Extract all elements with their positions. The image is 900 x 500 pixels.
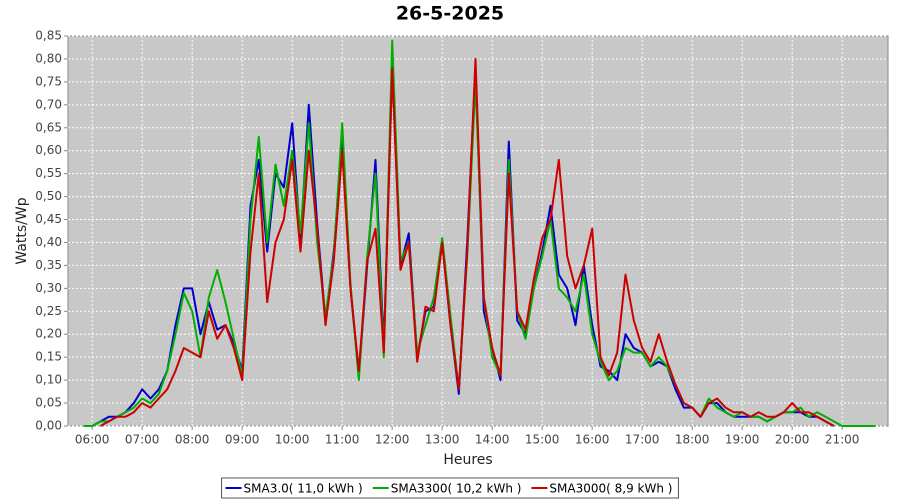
x-tick-label: 13:00 [425, 433, 460, 447]
x-tick-label: 06:00 [75, 433, 110, 447]
y-tick-label: 0,40 [35, 235, 62, 249]
y-tick-label: 0,25 [35, 304, 62, 318]
x-tick-label: 16:00 [575, 433, 610, 447]
x-tick-label: 21:00 [825, 433, 860, 447]
y-tick-label: 0,30 [35, 281, 62, 295]
lines [83, 39, 876, 427]
x-tick-label: 14:00 [475, 433, 510, 447]
chart-title: 26-5-2025 [396, 3, 504, 25]
y-tick-label: 0,55 [35, 166, 62, 180]
x-tick-label: 09:00 [225, 433, 260, 447]
x-tick-label: 19:00 [725, 433, 760, 447]
legend: SMA3.0( 11,0 kWh ) SMA3300( 10,2 kWh ) SMA… [221, 477, 679, 499]
legend-label: SMA3300( 10,2 kWh ) [391, 482, 522, 496]
x-tick-label: 07:00 [125, 433, 160, 447]
x-tick-label: 15:00 [525, 433, 560, 447]
x-tick-label: 11:00 [325, 433, 360, 447]
y-tick-label: 0,35 [35, 258, 62, 272]
x-tick-label: 10:00 [275, 433, 310, 447]
y-tick-label: 0,85 [35, 29, 62, 43]
y-tick-label: 0,60 [35, 143, 62, 157]
y-tick-label: 0,50 [35, 189, 62, 203]
y-tick-label: 0,10 [35, 373, 62, 387]
y-axis-label: Watts/Wp [14, 197, 30, 264]
y-tick-label: 0,05 [35, 396, 62, 410]
y-tick-label: 0,15 [35, 350, 62, 364]
y-tick-label: 0,00 [35, 419, 62, 433]
x-tick-label: 20:00 [775, 433, 810, 447]
legend-label: SMA3000( 8,9 kWh ) [549, 482, 672, 496]
x-tick-label: 12:00 [375, 433, 410, 447]
y-tick-label: 0,80 [35, 51, 62, 65]
legend-label: SMA3.0( 11,0 kWh ) [244, 482, 363, 496]
x-tick-label: 08:00 [175, 433, 210, 447]
series-line [100, 57, 835, 427]
y-tick-label: 0,70 [35, 97, 62, 111]
x-axis-label: Heures [443, 452, 492, 468]
legend-box [221, 477, 679, 499]
y-tick-label: 0,20 [35, 327, 62, 341]
plot-area [67, 35, 889, 427]
y-tick-label: 0,75 [35, 74, 62, 88]
x-tick-label: 17:00 [625, 433, 660, 447]
y-tick-label: 0,65 [35, 120, 62, 134]
y-tick-label: 0,45 [35, 212, 62, 226]
x-tick-label: 18:00 [675, 433, 710, 447]
